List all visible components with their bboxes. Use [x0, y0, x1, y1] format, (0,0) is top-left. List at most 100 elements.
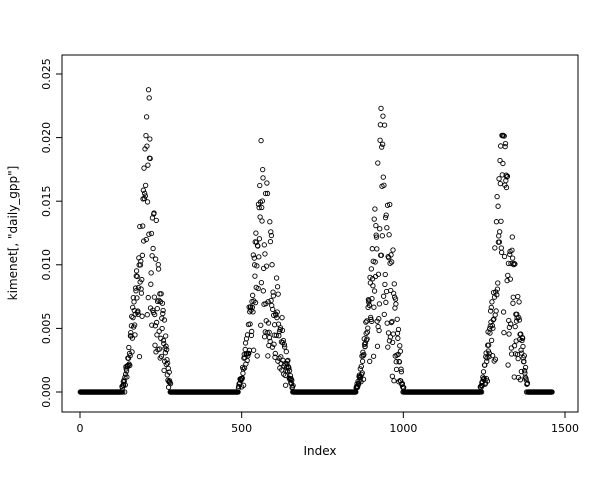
data-point [369, 295, 375, 302]
data-point [361, 341, 368, 347]
data-point [507, 251, 513, 257]
data-point [390, 339, 396, 346]
y-axis-label: kimenet[, "daily_gpp"] [6, 166, 20, 301]
data-point [515, 293, 521, 300]
data-point [481, 375, 487, 382]
y-tick-label: 0.020 [40, 122, 53, 154]
data-point [390, 247, 396, 253]
data-point [140, 223, 146, 229]
data-point [143, 133, 149, 139]
data-point [151, 294, 158, 300]
data-point [134, 295, 140, 301]
data-point [267, 338, 273, 345]
data-point [254, 353, 260, 359]
data-point [372, 259, 378, 265]
data-point [498, 218, 504, 224]
data-point [367, 358, 373, 364]
data-point [268, 232, 275, 239]
data-point [382, 214, 389, 221]
data-point [258, 322, 264, 328]
data-point [132, 332, 138, 338]
data-point [159, 300, 166, 306]
data-point [248, 332, 255, 338]
data-point [158, 353, 165, 360]
x-axis-label: Index [303, 444, 336, 458]
data-point [265, 299, 271, 305]
data-point [264, 180, 270, 186]
data-point [366, 302, 373, 308]
data-point [273, 275, 280, 281]
data-point [372, 206, 378, 212]
data-point [398, 366, 404, 372]
data-point [357, 366, 363, 372]
data-point [260, 166, 266, 173]
data-point [154, 298, 161, 305]
data-point [381, 311, 387, 318]
data-point [141, 195, 147, 202]
data-point [398, 369, 405, 375]
data-point [373, 234, 380, 240]
data-point [370, 353, 377, 359]
data-point [256, 205, 262, 211]
data-point [246, 350, 252, 357]
data-point [285, 357, 291, 364]
data-point [265, 353, 271, 359]
data-point [153, 256, 159, 262]
data-point [501, 329, 507, 336]
data-point [508, 321, 514, 327]
data-point [387, 334, 394, 340]
data-point [153, 319, 160, 326]
y-axis: 0.000 0.005 0.010 0.015 0.020 0.025 [40, 58, 62, 408]
data-point [122, 371, 129, 377]
data-point [379, 233, 385, 239]
data-point [498, 249, 505, 256]
data-point [282, 344, 288, 350]
data-point [286, 368, 293, 374]
data-point [392, 296, 399, 302]
data-point [137, 262, 144, 268]
data-point [255, 285, 261, 292]
data-point [488, 304, 494, 311]
data-point [150, 307, 156, 313]
data-point [163, 347, 170, 353]
data-point [148, 230, 155, 237]
data-point [383, 212, 389, 218]
data-point [131, 322, 138, 328]
data-point [154, 332, 160, 338]
data-point [262, 251, 268, 257]
data-point [158, 291, 164, 297]
data-point [506, 324, 513, 331]
data-point [263, 263, 270, 269]
data-point [259, 218, 265, 224]
data-point [521, 353, 527, 359]
data-point [249, 328, 255, 335]
data-point [279, 315, 285, 321]
data-point [141, 238, 147, 244]
data-point [379, 141, 386, 147]
data-point [511, 260, 517, 267]
data-point [290, 382, 296, 389]
data-point [284, 358, 290, 364]
data-point [276, 355, 282, 361]
data-point [391, 378, 397, 384]
data-point [381, 182, 387, 188]
data-point [365, 297, 372, 303]
data-point [271, 341, 277, 347]
data-point [500, 309, 507, 315]
data-point [269, 262, 275, 268]
data-point [511, 343, 518, 349]
data-point [274, 284, 281, 290]
data-point [261, 334, 268, 340]
data-point [253, 230, 259, 236]
data-point [161, 317, 168, 323]
data-point [135, 284, 142, 291]
data-point [155, 266, 162, 272]
y-tick-label: 0.010 [40, 249, 53, 281]
data-point [259, 198, 266, 204]
data-point [143, 114, 150, 120]
data-point [279, 327, 286, 334]
data-point [389, 259, 395, 265]
y-tick-label: 0.005 [40, 313, 53, 345]
data-point [521, 358, 527, 365]
data-point [513, 318, 520, 324]
